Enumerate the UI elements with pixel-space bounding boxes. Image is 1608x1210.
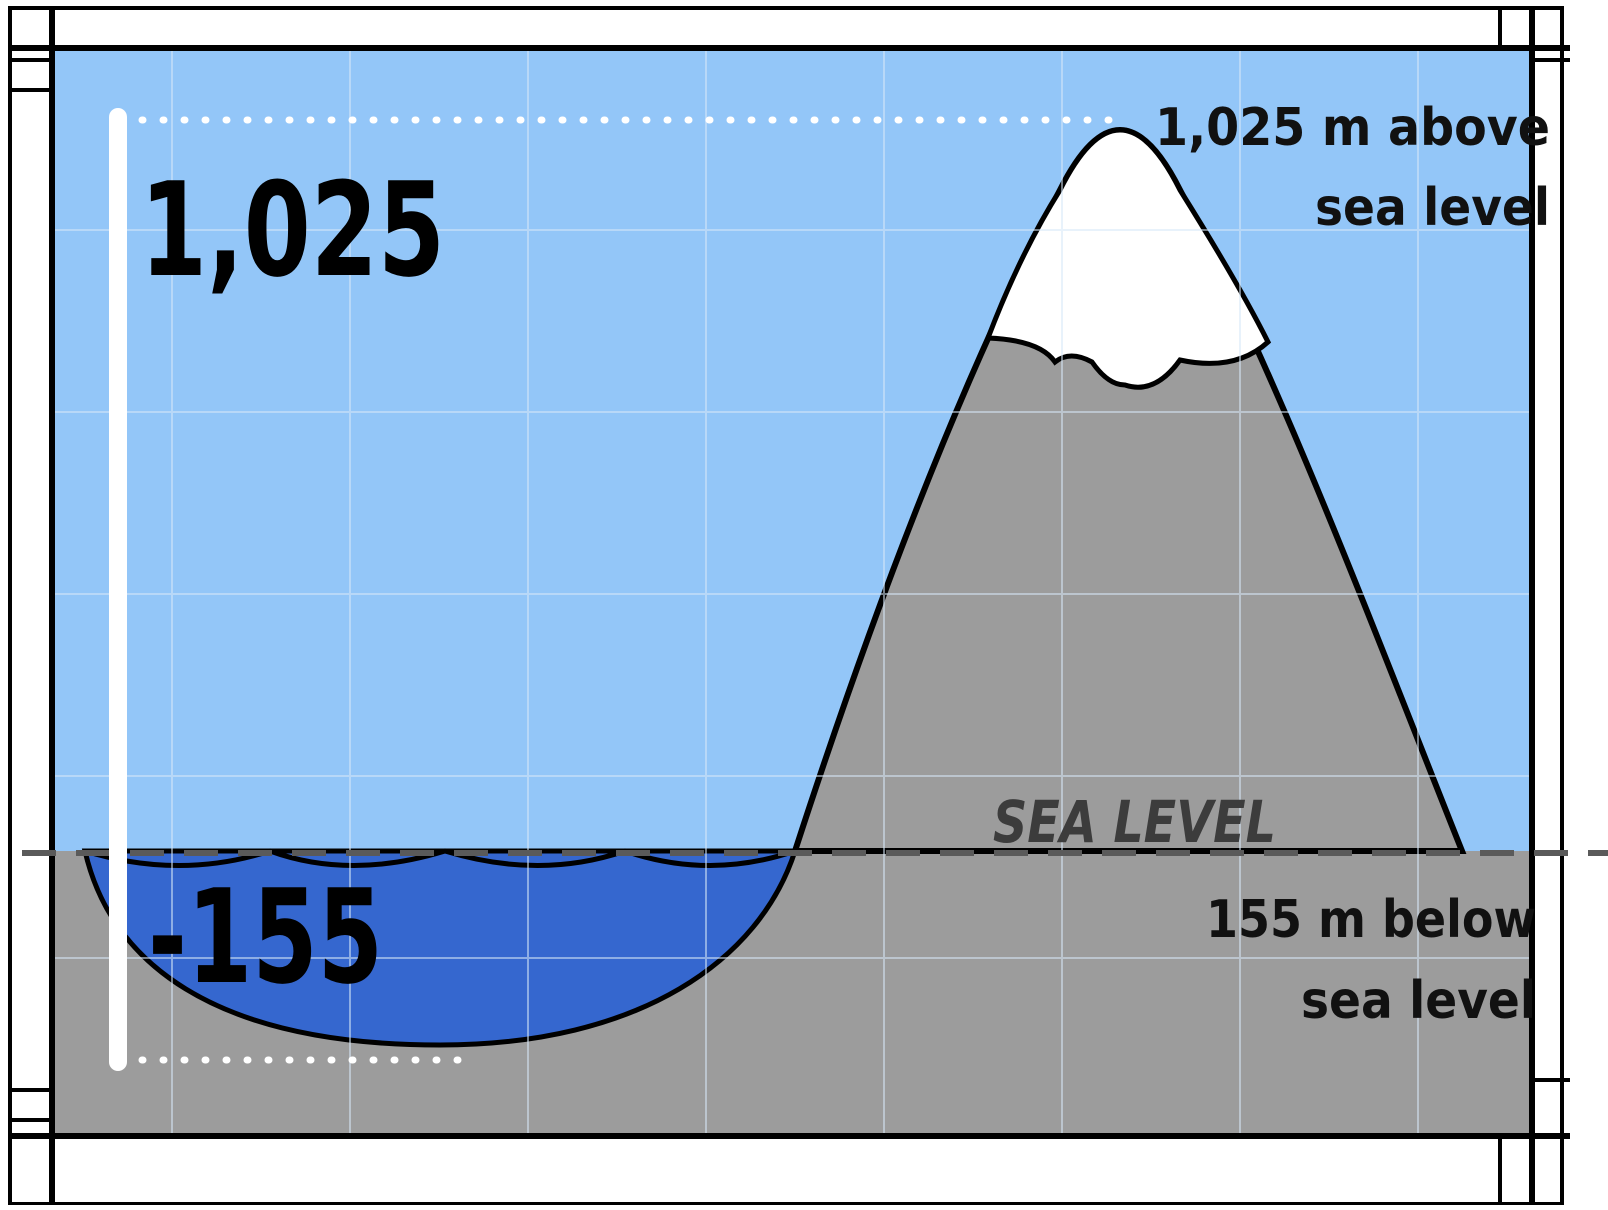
grid-lines xyxy=(55,51,1529,1133)
depth-label: -155 xyxy=(148,861,383,1013)
height-span-label: 1,025 xyxy=(140,154,445,306)
below-label-line2: sea level xyxy=(1301,971,1536,1031)
below-label-line1: 155 m below xyxy=(1206,890,1536,950)
above-label-line2: sea level xyxy=(1315,178,1550,238)
above-label-line1: 1,025 m above xyxy=(1155,98,1550,158)
lake-water xyxy=(81,848,799,1048)
sea-level-label: SEA LEVEL xyxy=(993,788,1276,856)
snow-cap xyxy=(984,127,1272,390)
lake-waves xyxy=(84,848,796,868)
